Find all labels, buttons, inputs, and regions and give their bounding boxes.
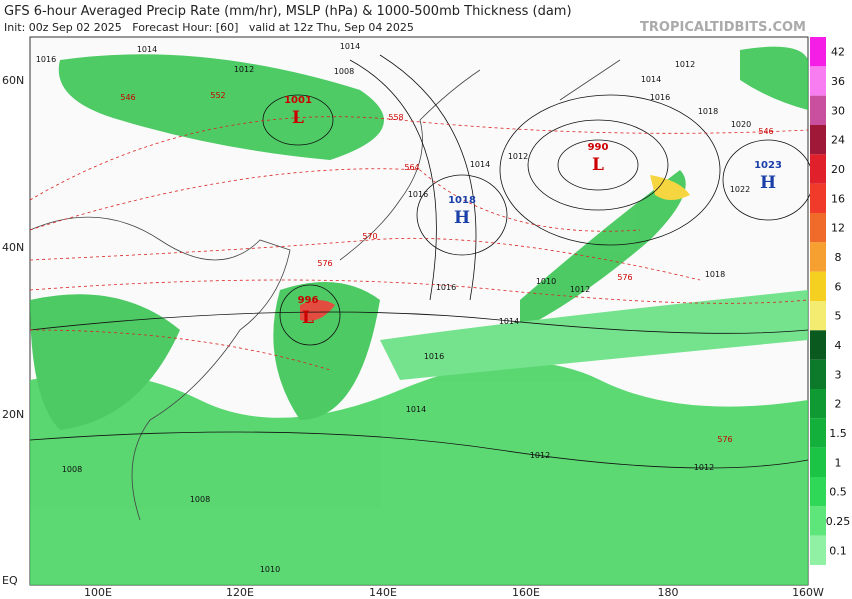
lon-label: 140E	[369, 586, 397, 599]
colorbar-swatch	[810, 330, 826, 360]
colorbar-label: 4	[835, 339, 842, 352]
colorbar-swatch	[810, 213, 826, 243]
isobar-label: 1012	[530, 451, 550, 460]
isobar-label: 1010	[260, 565, 280, 574]
thickness-label: 558	[388, 113, 403, 122]
thickness-label: 576	[617, 273, 632, 282]
colorbar-swatch	[810, 418, 826, 448]
colorbar-label: 1	[835, 456, 842, 469]
pressure-kind: L	[592, 155, 604, 175]
isobar-label: 1010	[536, 277, 556, 286]
colorbar-label: 42	[831, 46, 845, 59]
colorbar-label: 30	[831, 104, 845, 117]
colorbar-label: 0.25	[826, 515, 851, 528]
colorbar-swatch	[810, 125, 826, 155]
isobar-label: 1014	[641, 75, 661, 84]
isobar-label: 1008	[190, 495, 210, 504]
colorbar-swatch	[810, 359, 826, 389]
isobar-label: 1012	[508, 152, 528, 161]
thickness-label: 546	[758, 127, 773, 136]
thickness-lines	[29, 116, 809, 371]
pressure-value: 996	[298, 295, 319, 306]
isobar-label: 1016	[424, 352, 444, 361]
isobar-label: 1016	[436, 283, 456, 292]
credit: TROPICALTIDBITS.COM	[640, 20, 806, 35]
colorbar-swatch	[810, 271, 826, 301]
pressure-value: 1018	[448, 195, 476, 206]
isobar-label: 1014	[137, 45, 157, 54]
colorbar-label: 6	[835, 280, 842, 293]
thickness-label: 546	[120, 93, 135, 102]
colorbar-swatch	[810, 37, 826, 67]
thickness-label: 576	[717, 435, 732, 444]
lon-label: 160W	[792, 586, 824, 599]
colorbar-swatch	[810, 242, 826, 272]
colorbar-label: 5	[835, 310, 842, 323]
isobar-label: 1014	[470, 160, 490, 169]
isobar-label: 1008	[62, 465, 82, 474]
pressure-value: 1001	[284, 95, 312, 106]
pressure-value: 1023	[754, 160, 782, 171]
pressure-kind: H	[760, 173, 776, 193]
colorbar-label: 8	[835, 251, 842, 264]
isobar-label: 1014	[340, 42, 360, 51]
colorbar-label: 0.5	[829, 486, 847, 499]
thickness-label: 564	[404, 163, 419, 172]
colorbar-swatch	[810, 535, 826, 565]
colorbar-swatch	[810, 477, 826, 507]
pressure-kind: L	[302, 308, 314, 328]
isobar-label: 1018	[698, 107, 718, 116]
isobar-label: 1022	[730, 185, 750, 194]
lon-label: 180	[658, 586, 679, 599]
precip-areas	[30, 46, 808, 585]
lat-label: 40N	[2, 241, 24, 254]
colorbar-label: 16	[831, 192, 845, 205]
isobar-label: 1008	[334, 67, 354, 76]
colorbar-label: 1.5	[829, 427, 847, 440]
isobar-label: 1014	[406, 405, 426, 414]
thickness-label: 576	[317, 259, 332, 268]
title: GFS 6-hour Averaged Precip Rate (mm/hr),…	[4, 4, 572, 19]
pressure-kind: L	[292, 108, 304, 128]
colorbar-label: 3	[835, 368, 842, 381]
pressure-value: 990	[588, 142, 609, 153]
thickness-label: 570	[362, 232, 377, 241]
subtitle: Init: 00z Sep 02 2025 Forecast Hour: [60…	[4, 21, 414, 34]
colorbar-swatch	[810, 301, 826, 331]
colorbar-swatch	[810, 154, 826, 184]
pressure-kind: H	[454, 208, 470, 228]
isobar-label: 1012	[675, 60, 695, 69]
colorbar-label: 36	[831, 75, 845, 88]
colorbar-label: 2	[835, 398, 842, 411]
isobar-label: 1012	[234, 65, 254, 74]
isobar-label: 1016	[36, 55, 56, 64]
isobars	[29, 54, 814, 469]
colorbar-label: 24	[831, 134, 845, 147]
lat-label: EQ	[2, 574, 18, 587]
colorbar-label: 20	[831, 163, 845, 176]
colorbar-label: 0.1	[829, 544, 847, 557]
coastlines	[29, 59, 621, 521]
lon-label: 100E	[84, 586, 112, 599]
colorbar-swatch	[810, 389, 826, 419]
isobar-label: 1012	[570, 285, 590, 294]
isobar-label: 1016	[408, 190, 428, 199]
isobar-label: 1018	[705, 270, 725, 279]
isobar-label: 1020	[731, 120, 751, 129]
lat-label: 20N	[2, 408, 24, 421]
colorbar-swatch	[810, 95, 826, 125]
lon-label: 120E	[226, 586, 254, 599]
colorbar-swatch	[810, 66, 826, 96]
colorbar-swatch	[810, 447, 826, 477]
isobar-label: 1014	[499, 317, 519, 326]
isobar-label: 1016	[650, 93, 670, 102]
colorbar-label: 12	[831, 222, 845, 235]
lat-label: 60N	[2, 74, 24, 87]
lon-label: 160E	[512, 586, 540, 599]
colorbar-swatch	[810, 506, 826, 536]
thickness-label: 552	[210, 91, 225, 100]
colorbar-swatch	[810, 183, 826, 213]
isobar-label: 1012	[694, 463, 714, 472]
